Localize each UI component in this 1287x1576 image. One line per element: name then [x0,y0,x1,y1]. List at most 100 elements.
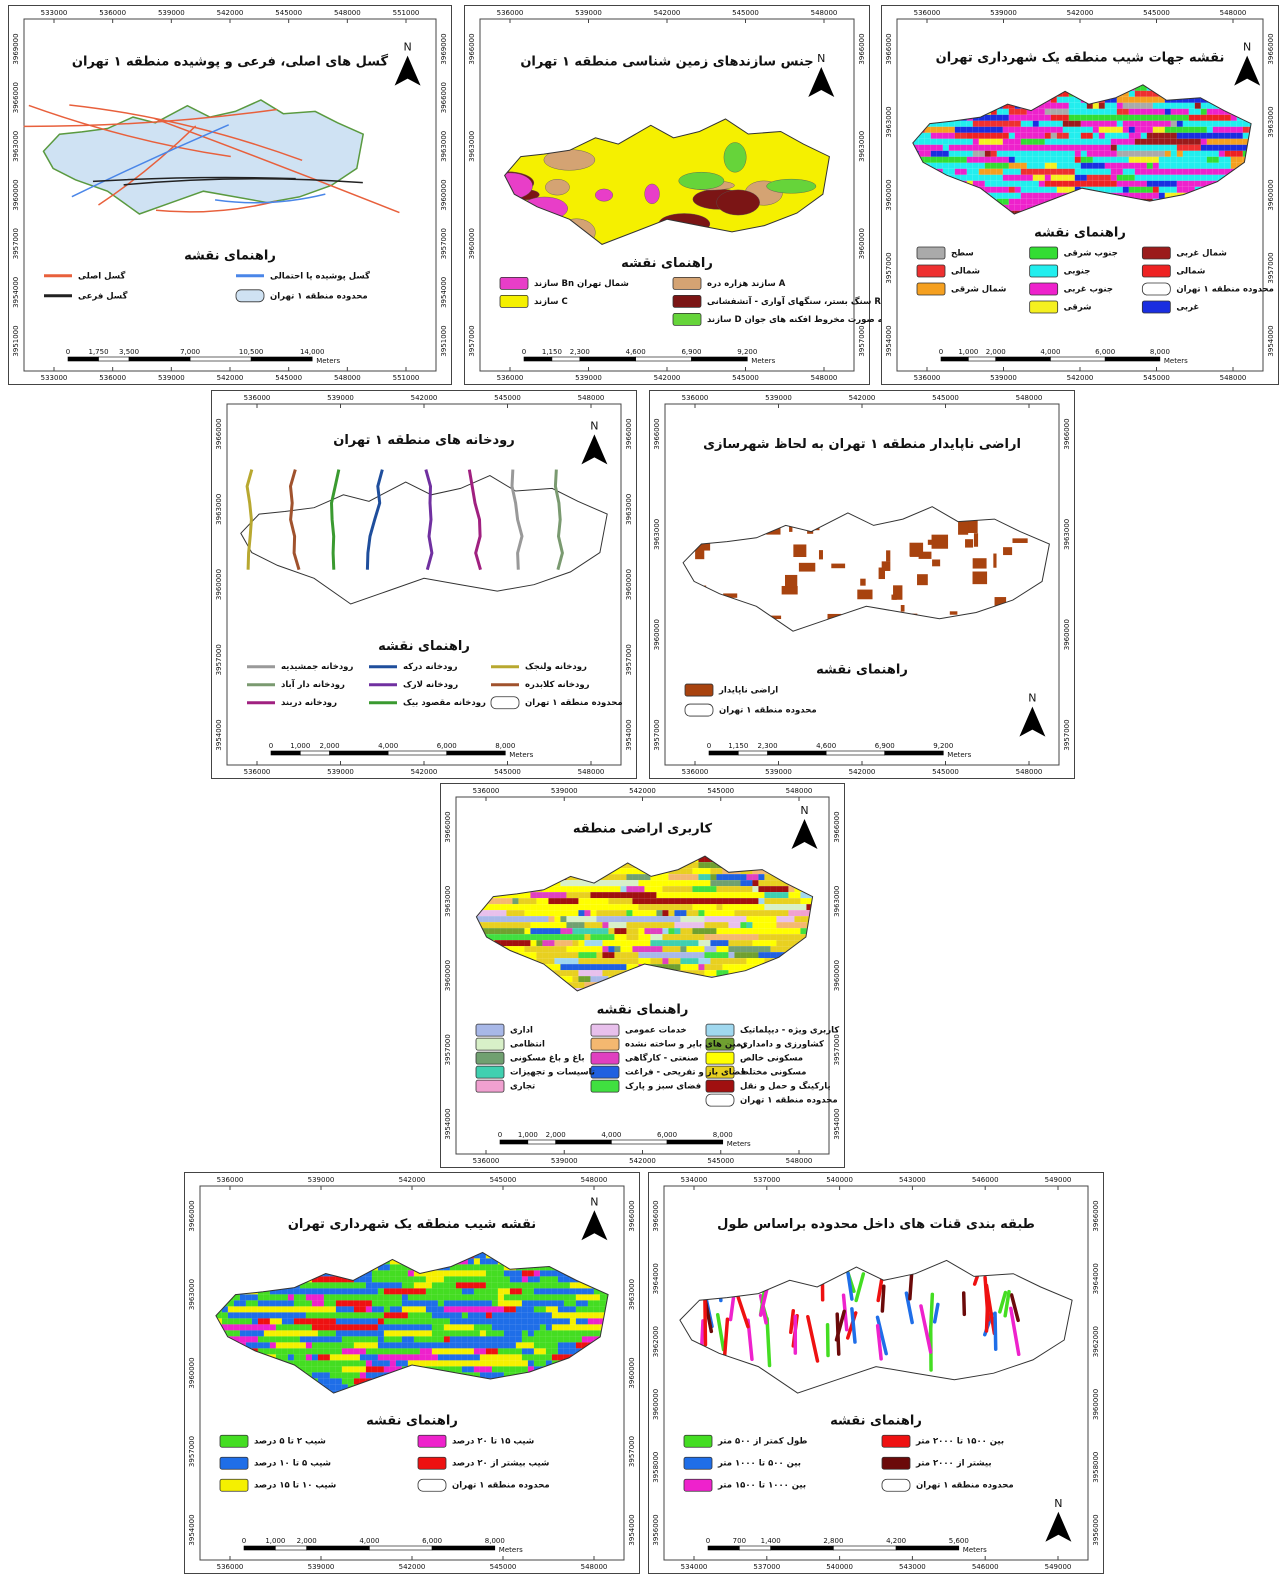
raster-cell [516,1294,522,1300]
north-label: N [590,419,598,432]
raster-cell [704,922,710,928]
raster-cell [336,1312,342,1318]
legend-swatch [917,283,945,295]
raster-cell [770,952,776,958]
raster-cell [991,115,997,121]
raster-cell [1207,127,1213,133]
raster-cell [704,874,710,880]
legend-title: راهنمای نقشه [378,639,470,654]
legend-label: رودخانه ولنجک [525,662,587,672]
raster-cell [680,928,686,934]
raster-cell [494,928,500,934]
raster-cell [546,1348,552,1354]
raster-cell [432,1276,438,1282]
raster-cell [704,862,710,868]
raster-cell [1063,157,1069,163]
raster-cell [330,1366,336,1372]
raster-cell [1093,109,1099,115]
legend-label: غربی [1176,303,1199,313]
raster-cell [264,1324,270,1330]
raster-cell [566,880,572,886]
raster-cell [522,1294,528,1300]
raster-cell [554,910,560,916]
raster-cell [1081,163,1087,169]
raster-cell [1003,139,1009,145]
raster-cell [734,904,740,910]
raster-cell [973,145,979,151]
raster-cell [1057,169,1063,175]
raster-cell [480,1366,486,1372]
raster-cell [614,934,620,940]
raster-cell [614,922,620,928]
raster-cell [456,1318,462,1324]
raster-cell [1105,145,1111,151]
x-coordinate: 536000 [99,374,126,382]
raster-cell [656,946,662,952]
raster-cell [578,934,584,940]
y-coordinate: 3966000 [652,1200,660,1231]
raster-cell [282,1342,288,1348]
raster-cell [1141,91,1147,97]
raster-cell [498,1312,504,1318]
raster-cell [800,910,806,916]
y-coordinate: 3954000 [628,1514,636,1545]
y-coordinate: 3963000 [444,886,452,917]
raster-cell [1063,109,1069,115]
raster-cell [426,1348,432,1354]
raster-cell [1003,157,1009,163]
raster-cell [602,940,608,946]
raster-cell [570,1324,576,1330]
raster-cell [1165,103,1171,109]
raster-cell [594,1324,600,1330]
raster-cell [674,898,680,904]
legend-label: محدوده منطقه ۱ تهران [525,698,623,708]
raster-cell [542,934,548,940]
x-coordinate: 546000 [972,1176,999,1184]
scale-label: 4,000 [601,1131,621,1139]
raster-cell [1099,175,1105,181]
raster-cell [468,1312,474,1318]
raster-cell [776,922,782,928]
raster-cell [764,952,770,958]
raster-cell [1045,169,1051,175]
raster-cell [1141,109,1147,115]
raster-cell [1159,145,1165,151]
raster-cell [1165,133,1171,139]
raster-cell [288,1324,294,1330]
raster-cell [1237,139,1243,145]
raster-cell [1147,127,1153,133]
scale-label: 5,600 [949,1537,969,1545]
raster-cell [961,121,967,127]
raster-cell [560,898,566,904]
raster-cell [1207,175,1213,181]
raster-cell [1135,133,1141,139]
map-title: نقشه شیب منطقه یک شهرداری تهران [288,1217,536,1232]
raster-cell [528,1312,534,1318]
raster-cell [1087,181,1093,187]
legend-label: فضای باز و تفریحی - فراغت [625,1068,746,1078]
raster-cell [372,1294,378,1300]
raster-cell [432,1354,438,1360]
raster-cell [656,892,662,898]
raster-cell [480,1258,486,1264]
raster-cell [1069,97,1075,103]
raster-cell [1087,109,1093,115]
raster-cell [306,1300,312,1306]
y-coordinate: 3962000 [652,1326,660,1357]
raster-cell [650,958,656,964]
raster-cell [564,1324,570,1330]
raster-cell [348,1294,354,1300]
legend-swatch [591,1052,619,1064]
raster-cell [474,1300,480,1306]
raster-cell [608,970,614,976]
raster-cell [504,1294,510,1300]
raster-cell [500,928,506,934]
raster-cell [1219,121,1225,127]
raster-cell [414,1288,420,1294]
map-title: نقشه جهات شیب منطقه یک شهرداری تهران [936,51,1225,66]
raster-cell [390,1270,396,1276]
raster-cell [420,1318,426,1324]
raster-cell [698,862,704,868]
y-coordinate: 3966000 [833,811,841,842]
raster-cell [300,1360,306,1366]
